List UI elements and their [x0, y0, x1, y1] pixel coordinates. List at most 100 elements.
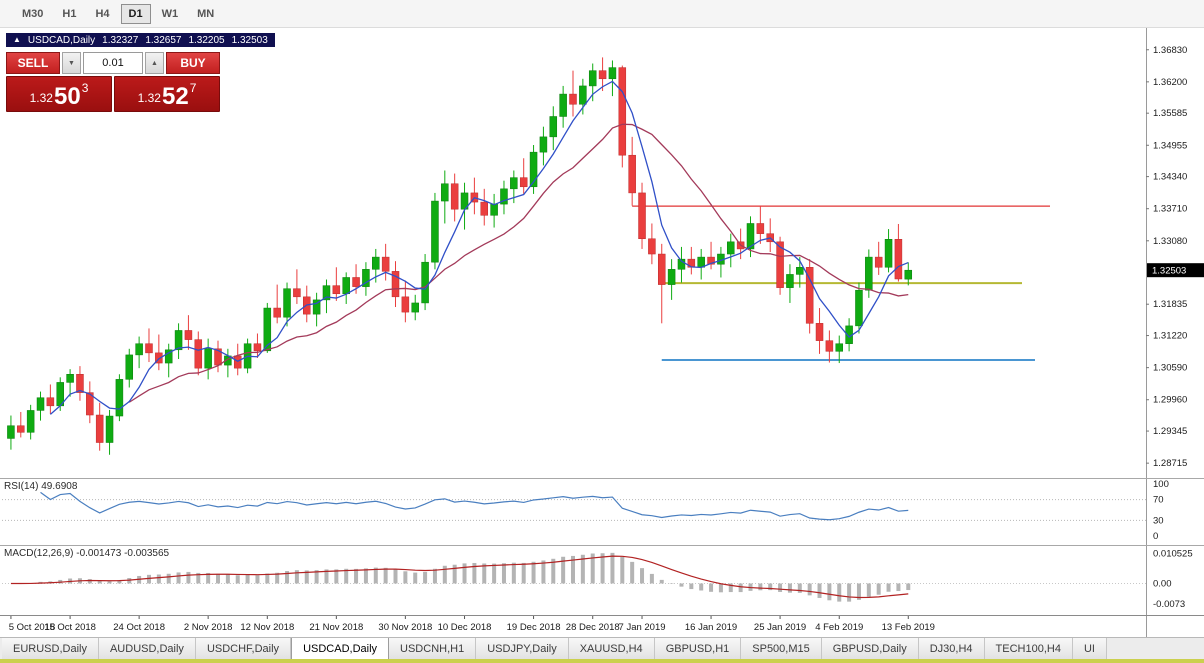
sell-price-box[interactable]: 1.32 50 3: [6, 76, 112, 112]
svg-text:25 Jan 2019: 25 Jan 2019: [754, 622, 806, 633]
tab-gbpusd-h1[interactable]: GBPUSD,H1: [654, 638, 742, 659]
trade-controls-row: SELL ▼ ▲ BUY: [6, 52, 220, 74]
tab-tech100-h4[interactable]: TECH100,H4: [984, 638, 1073, 659]
rsi-line: [40, 491, 909, 521]
svg-text:10 Dec 2018: 10 Dec 2018: [438, 622, 492, 633]
buy-button[interactable]: BUY: [166, 52, 220, 74]
macd-chart[interactable]: 0.010525 0.00 -0.0073: [0, 546, 1204, 615]
tab-ui[interactable]: UI: [1072, 638, 1107, 659]
tab-usdcad-daily[interactable]: USDCAD,Daily: [291, 638, 390, 659]
candlestick-chart[interactable]: 1.36830 1.36200 1.35585 1.34955 1.34340 1.337…: [0, 28, 1204, 478]
timeframe-button-h4[interactable]: H4: [87, 4, 117, 24]
tab-usdjpy-daily[interactable]: USDJPY,Daily: [476, 638, 569, 659]
rsi-label: RSI(14) 49.6908: [4, 481, 78, 492]
tab-sp500-m15[interactable]: SP500,M15: [741, 638, 822, 659]
ohlc-high: 1.32657: [145, 34, 182, 46]
ohlc-close: 1.32503: [231, 34, 268, 46]
svg-text:1.32503: 1.32503: [1152, 266, 1186, 277]
timeframe-button-w1[interactable]: W1: [154, 4, 187, 24]
timeframe-button-m30[interactable]: M30: [14, 4, 51, 24]
rsi-axis-label: 70: [1153, 495, 1164, 506]
tab-eurusd-daily[interactable]: EURUSD,Daily: [2, 638, 99, 659]
svg-text:19 Dec 2018: 19 Dec 2018: [507, 622, 561, 633]
sell-button[interactable]: SELL: [6, 52, 60, 74]
svg-text:1.35585: 1.35585: [1153, 108, 1187, 119]
svg-text:5 Oct 2018: 5 Oct 2018: [9, 622, 55, 633]
chart-tab-bar: EURUSD,Daily AUDUSD,Daily USDCHF,Daily USDC…: [0, 637, 1204, 659]
ohlc-open: 1.32327: [102, 34, 139, 46]
svg-text:12 Nov 2018: 12 Nov 2018: [240, 622, 294, 633]
svg-text:1.34340: 1.34340: [1153, 172, 1187, 183]
ma-fast-line: [49, 80, 909, 415]
ohlc-low: 1.32205: [188, 34, 225, 46]
macd-pane: 0.010525 0.00 -0.0073 MACD(12,26,9) -0.001…: [0, 545, 1204, 615]
svg-text:4 Feb 2019: 4 Feb 2019: [815, 622, 863, 633]
chart-symbol: USDCAD,Daily: [27, 34, 96, 46]
trade-prices-row: 1.32 50 3 1.32 52 7: [6, 76, 220, 112]
svg-text:1.33080: 1.33080: [1153, 236, 1187, 247]
tab-dj30-h4[interactable]: DJ30,H4: [918, 638, 985, 659]
date-axis[interactable]: 5 Oct 2018 15 Oct 2018 24 Oct 2018 2 Nov 20…: [0, 615, 1204, 637]
sell-price-base: 1.32: [29, 91, 53, 105]
macd-label: MACD(12,26,9) -0.001473 -0.003565: [4, 548, 170, 559]
svg-text:1.33710: 1.33710: [1153, 204, 1187, 215]
svg-text:1.28715: 1.28715: [1153, 458, 1187, 469]
rsi-pane: 100 70 30 0 RSI(14) 49.6908: [0, 478, 1204, 545]
macd-axis-label: 0.00: [1153, 578, 1172, 589]
svg-text:1.36830: 1.36830: [1153, 45, 1187, 56]
sell-price-point: 3: [81, 81, 89, 95]
volume-up-button[interactable]: ▲: [145, 52, 164, 74]
price-axis[interactable]: 1.36830 1.36200 1.35585 1.34955 1.34340 1.337…: [1146, 45, 1187, 469]
volume-dropdown-button[interactable]: ▼: [62, 52, 81, 74]
svg-text:1.30590: 1.30590: [1153, 363, 1187, 374]
one-click-trading-panel: SELL ▼ ▲ BUY 1.32 50 3 1.32 52 7: [6, 52, 220, 112]
tab-usdcnh-h1[interactable]: USDCNH,H1: [389, 638, 477, 659]
rsi-axis-label: 30: [1153, 515, 1164, 526]
status-strip: [0, 659, 1204, 663]
svg-text:1.29960: 1.29960: [1153, 395, 1187, 406]
rsi-chart[interactable]: 100 70 30 0: [0, 479, 1204, 545]
sell-price-pips: 50: [53, 83, 81, 110]
chart-area: 1.36830 1.36200 1.35585 1.34955 1.34340 1.337…: [0, 28, 1204, 478]
svg-text:2 Nov 2018: 2 Nov 2018: [184, 622, 233, 633]
svg-text:13 Feb 2019: 13 Feb 2019: [882, 622, 935, 633]
ma-slow-line: [128, 123, 909, 403]
horizontal-level-lines: [632, 205, 1050, 361]
timeframe-button-h1[interactable]: H1: [54, 4, 84, 24]
timeframe-button-d1[interactable]: D1: [120, 3, 151, 24]
tab-gbpusd-daily[interactable]: GBPUSD,Daily: [821, 638, 919, 659]
tab-xauusd-h4[interactable]: XAUUSD,H4: [568, 638, 655, 659]
macd-histogram: [18, 552, 911, 602]
tab-audusd-daily[interactable]: AUDUSD,Daily: [98, 638, 196, 659]
svg-text:16 Jan 2019: 16 Jan 2019: [685, 622, 737, 633]
svg-text:1.34955: 1.34955: [1153, 140, 1187, 151]
svg-text:15 Oct 2018: 15 Oct 2018: [44, 622, 96, 633]
buy-price-pips: 52: [161, 83, 189, 110]
svg-text:1.31220: 1.31220: [1153, 331, 1187, 342]
buy-price-point: 7: [189, 81, 197, 95]
collapse-arrow-icon[interactable]: ▲: [13, 35, 21, 44]
buy-price-base: 1.32: [137, 91, 161, 105]
svg-text:24 Oct 2018: 24 Oct 2018: [113, 622, 165, 633]
macd-signal-line: [10, 555, 909, 599]
rsi-axis-label: 0: [1153, 531, 1158, 542]
svg-text:1.36200: 1.36200: [1153, 77, 1187, 88]
macd-axis-label: -0.0073: [1153, 599, 1185, 610]
svg-text:1.31835: 1.31835: [1153, 299, 1187, 310]
current-price-badge: 1.32503: [1147, 263, 1204, 278]
svg-text:1.29345: 1.29345: [1153, 426, 1187, 437]
tab-usdchf-daily[interactable]: USDCHF,Daily: [195, 638, 292, 659]
timeframe-button-mn[interactable]: MN: [189, 4, 222, 24]
macd-axis-label: 0.010525: [1153, 549, 1193, 560]
volume-input[interactable]: [83, 52, 143, 74]
chart-title-bar: ▲ USDCAD,Daily 1.32327 1.32657 1.32205 1…: [6, 33, 275, 47]
svg-text:7 Jan 2019: 7 Jan 2019: [619, 622, 666, 633]
svg-text:21 Nov 2018: 21 Nov 2018: [309, 622, 363, 633]
svg-text:30 Nov 2018: 30 Nov 2018: [378, 622, 432, 633]
buy-price-box[interactable]: 1.32 52 7: [114, 76, 220, 112]
timeframe-toolbar: M30 H1 H4 D1 W1 MN: [0, 0, 1204, 28]
rsi-axis-label: 100: [1153, 479, 1169, 490]
candles-layer: [7, 57, 913, 455]
